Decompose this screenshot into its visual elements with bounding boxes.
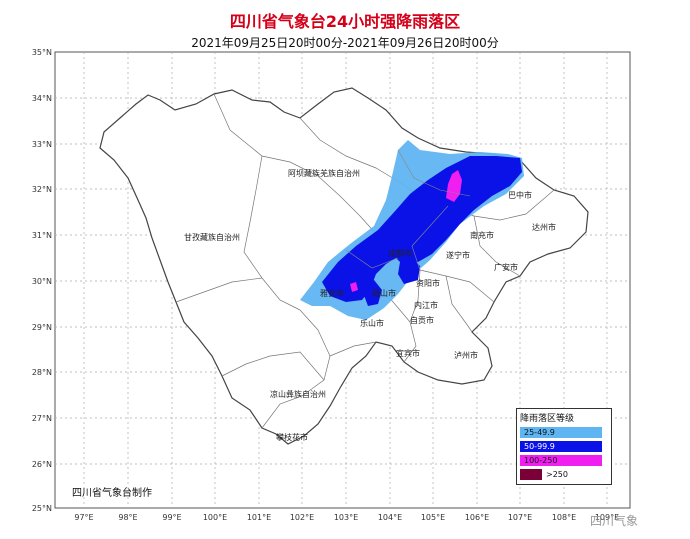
lon-label-104: 104°E bbox=[378, 513, 402, 522]
city-label-guangan: 广安市 bbox=[494, 262, 518, 272]
region-label-liangshan: 凉山彝族自治州 bbox=[270, 389, 326, 399]
city-label-chengdu: 成都市 bbox=[388, 248, 412, 258]
map-subtitle: 2021年09月25日20时00分-2021年09月26日20时00分 bbox=[191, 36, 499, 50]
lon-label-100: 100°E bbox=[203, 513, 227, 522]
legend-row-50-99: 50-99.9 bbox=[520, 440, 608, 453]
legend-label-50-99: 50-99.9 bbox=[524, 442, 555, 451]
legend-row-25-49: 25-49.9 bbox=[520, 426, 608, 439]
lat-label-29: 29°N bbox=[32, 323, 52, 332]
city-label-nanchong: 南充市 bbox=[470, 230, 494, 240]
lon-label-101: 101°E bbox=[247, 513, 271, 522]
lat-label-35: 35°N bbox=[32, 48, 52, 57]
legend-swatch-25-49 bbox=[520, 427, 602, 438]
lon-label-106: 106°E bbox=[465, 513, 489, 522]
city-label-leshan: 乐山市 bbox=[360, 318, 384, 328]
lat-label-26: 26°N bbox=[32, 460, 52, 469]
region-label-aba: 阿坝藏族羌族自治州 bbox=[288, 168, 360, 178]
watermark-text: 四川气象 bbox=[590, 514, 639, 528]
lon-label-99: 99°E bbox=[162, 513, 181, 522]
rain-zone-100-250 bbox=[446, 170, 462, 202]
city-label-neijiang: 内江市 bbox=[414, 300, 438, 310]
legend-row-100-250: 100-250 bbox=[520, 454, 608, 467]
legend-swatch-250 bbox=[520, 469, 542, 480]
city-label-suining: 遂宁市 bbox=[446, 250, 470, 260]
lat-label-32: 32°N bbox=[32, 185, 52, 194]
city-label-panzhihua: 攀枝花市 bbox=[276, 432, 308, 442]
lon-label-102: 102°E bbox=[290, 513, 314, 522]
lat-label-27: 27°N bbox=[32, 414, 52, 423]
city-label-yaan: 雅安市 bbox=[320, 288, 344, 298]
city-label-zigong: 自贡市 bbox=[410, 315, 434, 325]
lon-label-108: 108°E bbox=[552, 513, 576, 522]
prefecture-boundaries bbox=[175, 93, 555, 429]
legend-row-250: >250 bbox=[520, 468, 608, 481]
rainfall-legend: 降雨落区等级 25-49.9 50-99.9 100-250 >250 bbox=[516, 408, 612, 485]
city-label-bazhong: 巴中市 bbox=[508, 190, 532, 200]
city-label-yibin: 宜宾市 bbox=[396, 348, 420, 358]
city-label-luzhou: 泸州市 bbox=[454, 350, 478, 360]
lat-label-25: 25°N bbox=[32, 504, 52, 513]
lat-label-28: 28°N bbox=[32, 368, 52, 377]
region-label-ganzi: 甘孜藏族自治州 bbox=[184, 232, 240, 242]
city-label-meishan: 眉山市 bbox=[372, 288, 396, 298]
lon-label-103: 103°E bbox=[334, 513, 358, 522]
legend-swatch-100-250 bbox=[520, 455, 602, 466]
credit-text: 四川省气象台制作 bbox=[72, 488, 152, 499]
lat-label-33: 33°N bbox=[32, 140, 52, 149]
legend-swatch-50-99 bbox=[520, 441, 602, 452]
lon-label-105: 105°E bbox=[421, 513, 445, 522]
legend-label-250: >250 bbox=[546, 470, 568, 479]
rain-zone-50-99-patch bbox=[362, 280, 382, 306]
overlay-boundaries bbox=[345, 149, 471, 271]
legend-title: 降雨落区等级 bbox=[520, 414, 575, 424]
city-label-ziyang: 资阳市 bbox=[416, 278, 440, 288]
lat-label-30: 30°N bbox=[32, 277, 52, 286]
rain-zone-50-99-patch-2 bbox=[398, 258, 420, 284]
rain-zone-50-99 bbox=[322, 156, 522, 302]
lon-label-98: 98°E bbox=[118, 513, 137, 522]
lon-label-107: 107°E bbox=[508, 513, 532, 522]
city-label-dazhou: 达州市 bbox=[532, 222, 556, 232]
lat-label-34: 34°N bbox=[32, 94, 52, 103]
lon-label-97: 97°E bbox=[74, 513, 93, 522]
legend-label-100-250: 100-250 bbox=[524, 456, 558, 465]
lat-label-31: 31°N bbox=[32, 231, 52, 240]
rain-zone-100-250-small bbox=[350, 282, 358, 292]
legend-label-25-49: 25-49.9 bbox=[524, 428, 555, 437]
map-title: 四川省气象台24小时强降雨落区 bbox=[229, 12, 461, 31]
lon-label-109: 109°E bbox=[595, 513, 619, 522]
